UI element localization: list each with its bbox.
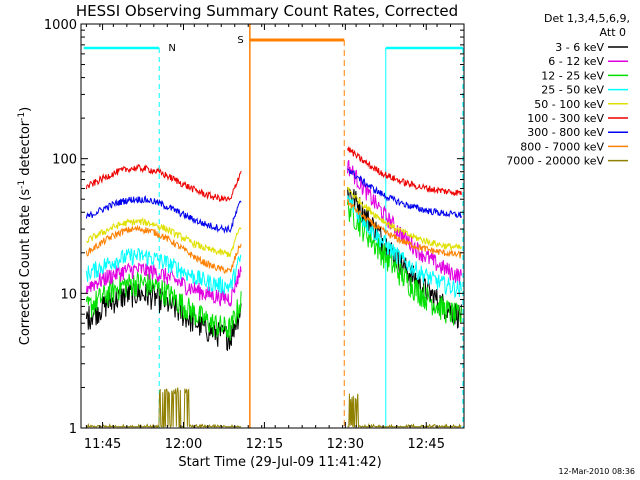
axis-ticks: 11:45 12:00 12:15 12:30 12:45 1 10 100 1000 xyxy=(44,18,464,452)
series-line-post-4 xyxy=(347,186,462,251)
series-line-post-6 xyxy=(347,168,462,219)
y-axis-label-main: Corrected Count Rate (s xyxy=(18,189,33,346)
legend-label-7: 800 - 7000 keV xyxy=(520,140,604,153)
plot-area: NS xyxy=(83,24,464,429)
series-line-post-7 xyxy=(347,198,462,259)
legend-label-3: 25 - 50 keV xyxy=(541,84,604,97)
x-axis-label: Start Time (29-Jul-09 11:41:42) xyxy=(178,455,381,470)
series-line-pre-3 xyxy=(85,247,242,295)
y-axis-label: Corrected Count Rate (s-1 detector-1) xyxy=(17,107,33,345)
legend-label-4: 50 - 100 keV xyxy=(534,98,604,111)
legend-header-line-2: Att 0 xyxy=(600,26,626,39)
x-tick-label-4: 12:45 xyxy=(408,437,445,452)
plot-frame xyxy=(80,23,465,429)
x-tick-label-3: 12:30 xyxy=(327,437,364,452)
series-line-pre-5 xyxy=(85,163,242,202)
y-axis-label-sup1: -1 xyxy=(17,180,27,189)
legend-label-5: 100 - 300 keV xyxy=(527,112,604,125)
x-tick-label-2: 12:15 xyxy=(246,437,283,452)
series-line-pre-1 xyxy=(85,262,242,307)
legend-label-8: 7000 - 20000 keV xyxy=(506,155,604,168)
y-tick-label-0: 1 xyxy=(69,422,77,437)
y-axis-label-end: ) xyxy=(18,107,33,112)
y-tick-label-3: 1000 xyxy=(44,18,77,33)
saa-marker-label: S xyxy=(237,35,243,46)
series-line-post-1 xyxy=(347,159,462,286)
y-tick-label-2: 100 xyxy=(52,153,77,168)
timestamp: 12-Mar-2010 08:36 xyxy=(559,467,636,476)
legend-label-2: 12 - 25 keV xyxy=(541,69,604,82)
y-axis-label-sup2: -1 xyxy=(17,112,27,121)
series-line-post-8 xyxy=(347,393,462,429)
x-tick-label-1: 12:00 xyxy=(165,437,202,452)
series-line-pre-7 xyxy=(85,224,242,274)
legend-label-1: 6 - 12 keV xyxy=(548,55,604,68)
series-line-pre-8 xyxy=(86,387,242,429)
y-axis-label-mid: detector xyxy=(18,120,33,180)
night-marker-label: N xyxy=(168,43,175,54)
legend-label-0: 3 - 6 keV xyxy=(555,41,604,54)
series-line-post-3 xyxy=(347,195,462,299)
series-line-pre-2 xyxy=(85,270,242,341)
y-tick-label-1: 10 xyxy=(60,287,77,302)
x-tick-label-0: 11:45 xyxy=(84,437,121,452)
series-line-post-5 xyxy=(347,146,462,196)
series-line-pre-4 xyxy=(86,216,242,258)
legend-header-line-1: Det 1,3,4,5,6,9, xyxy=(544,12,630,25)
legend-label-6: 300 - 800 keV xyxy=(527,126,604,139)
chart-title: HESSI Observing Summary Count Rates, Cor… xyxy=(76,2,458,20)
series-line-pre-6 xyxy=(85,195,242,234)
